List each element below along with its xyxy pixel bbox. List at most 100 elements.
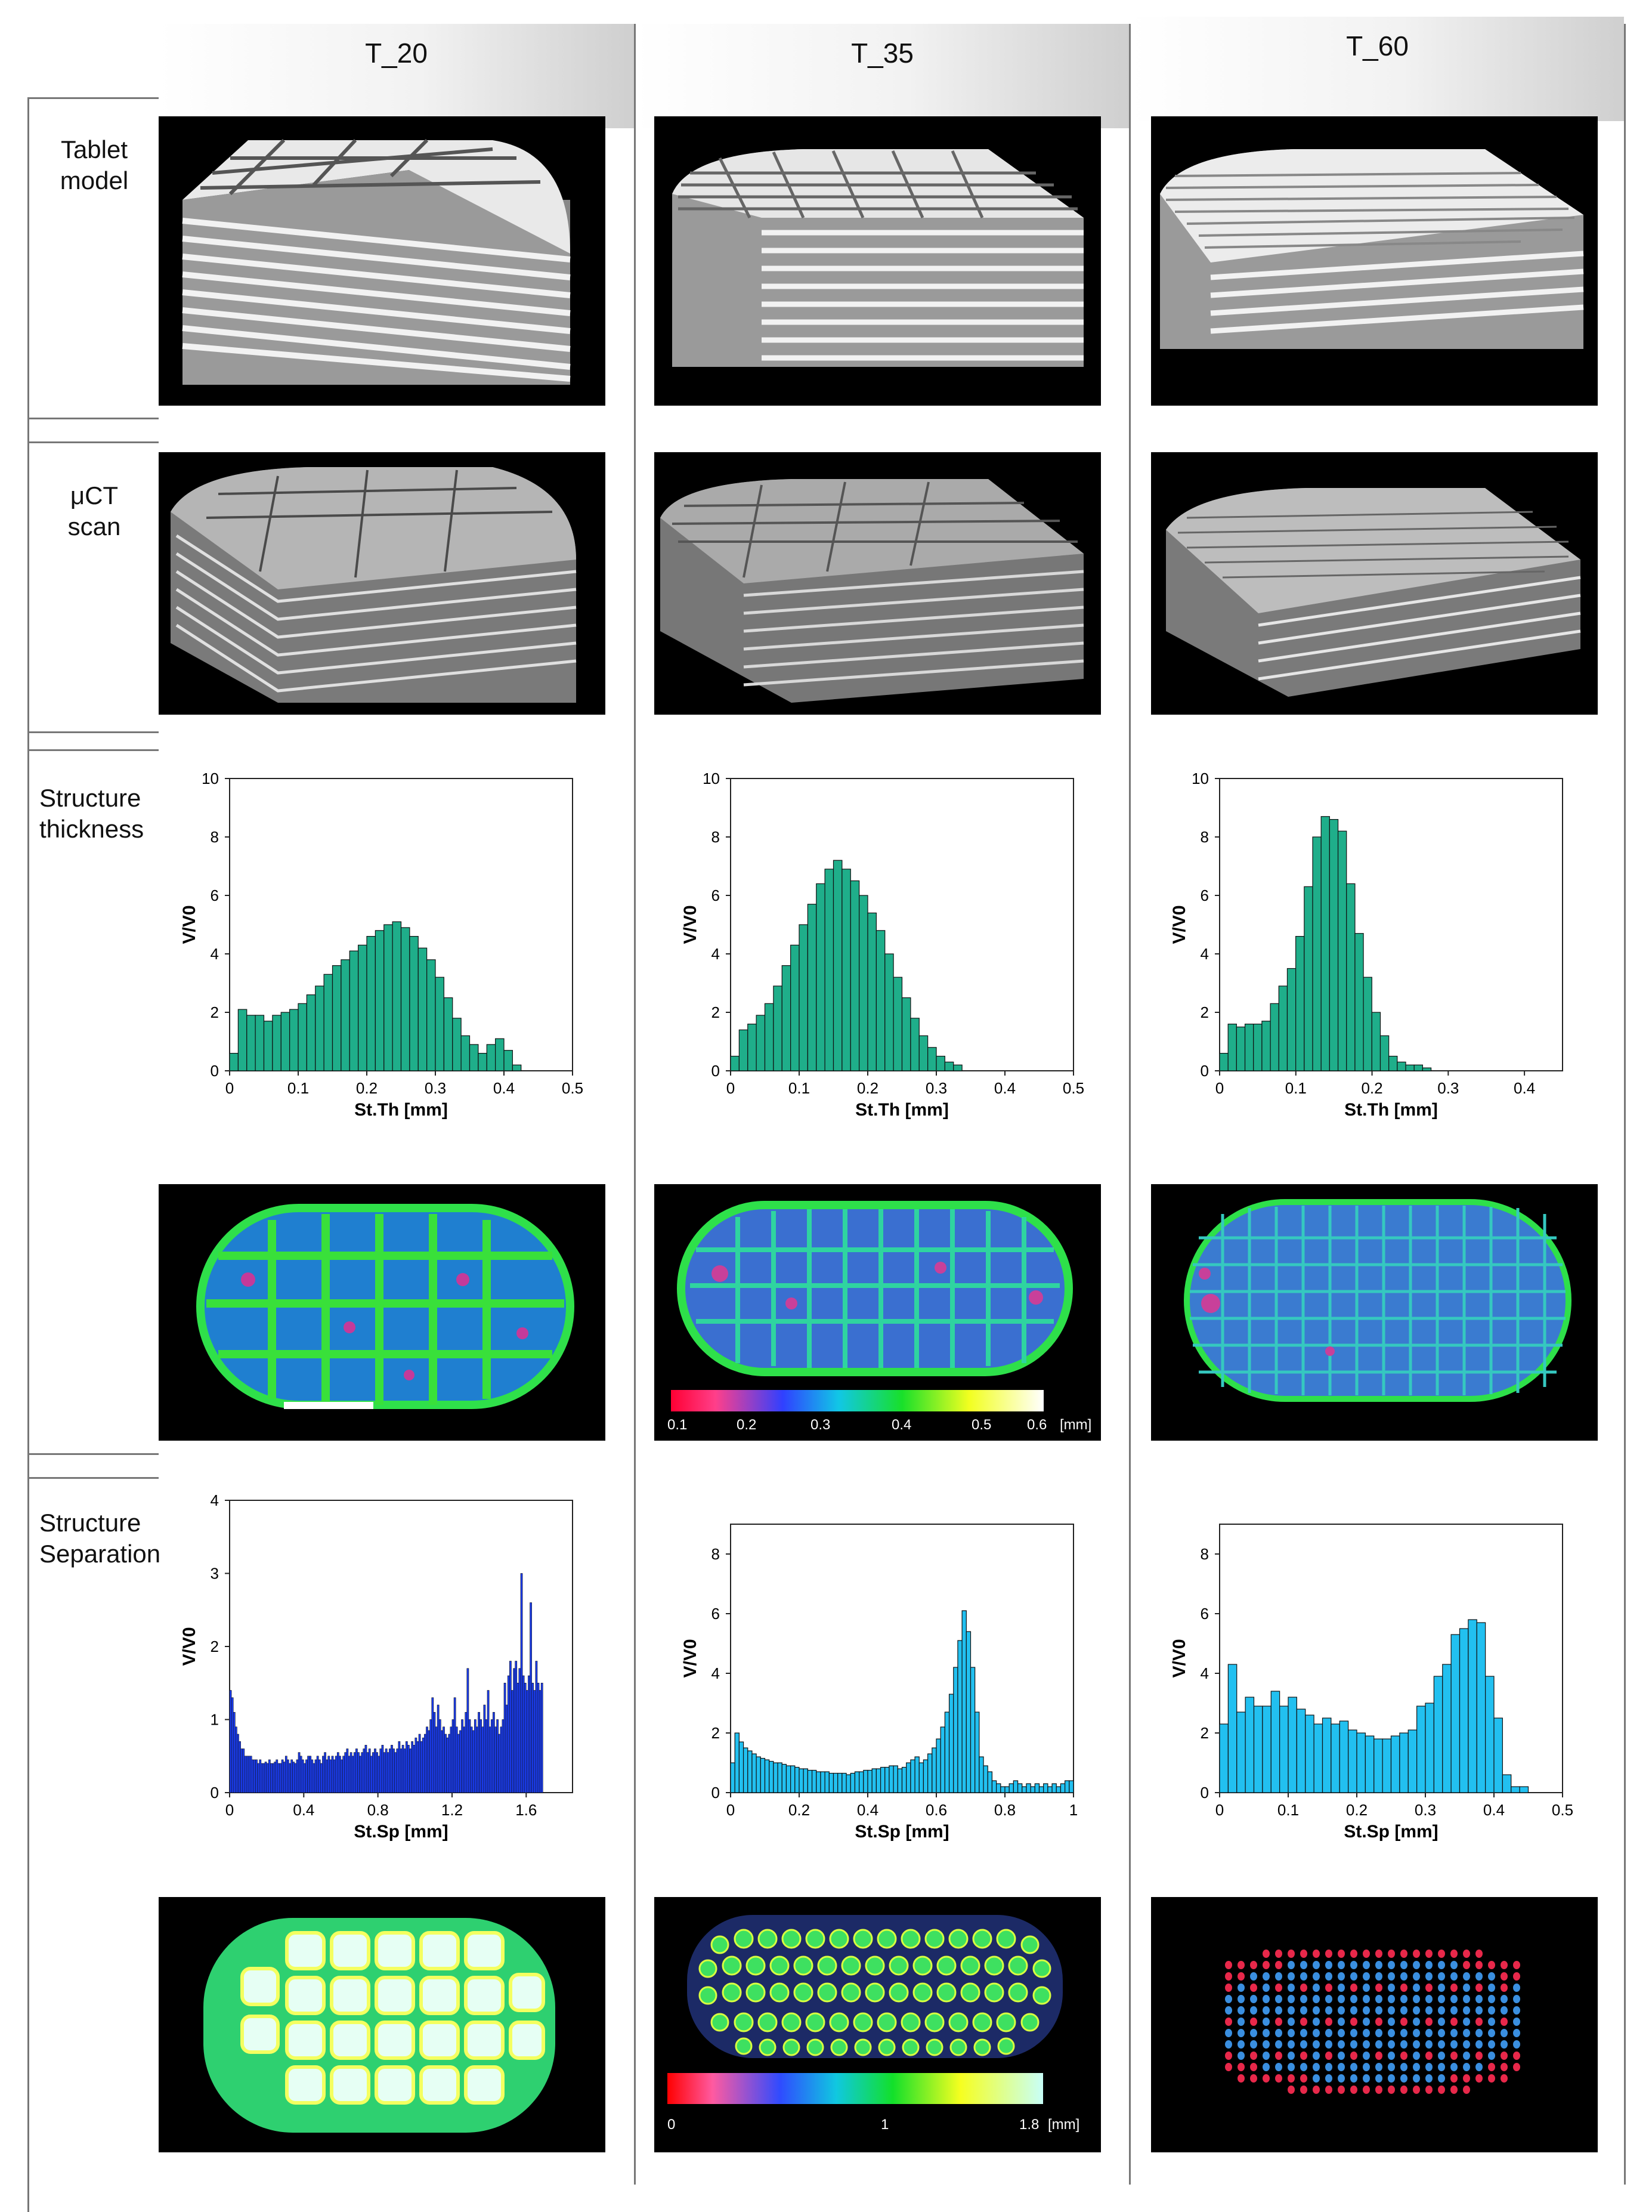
- histogram-bar: [863, 1769, 868, 1793]
- separation-dot: [1438, 2006, 1445, 2015]
- histogram-bar: [975, 1711, 980, 1793]
- separation-dot: [1288, 1995, 1295, 2003]
- separation-dot: [1388, 2029, 1395, 2037]
- histogram-bar: [1051, 1783, 1057, 1793]
- histogram-bar: [1433, 1676, 1443, 1793]
- histogram-bar: [979, 1756, 984, 1793]
- histogram-bar: [351, 1756, 354, 1793]
- separation-dot: [1475, 2006, 1483, 2015]
- y-tick-label: 6: [211, 886, 219, 904]
- histogram-bar: [1236, 1711, 1246, 1793]
- y-tick-label: 2: [211, 1638, 219, 1655]
- histogram-bar: [294, 1763, 297, 1793]
- histogram-bar: [239, 1741, 241, 1793]
- histogram-bar: [313, 1763, 315, 1793]
- histogram-bar: [1313, 1723, 1323, 1793]
- histogram-bar: [502, 1719, 505, 1793]
- separation-dot: [1513, 2006, 1520, 2015]
- y-axis-label: V/V0: [1170, 1639, 1189, 1677]
- separation-dot: [1363, 2052, 1370, 2060]
- histogram-bar: [520, 1573, 523, 1793]
- separation-dot: [1238, 2052, 1245, 2060]
- separation-dot: [1300, 1950, 1307, 1958]
- histogram-bar: [1245, 1697, 1255, 1793]
- separation-dot: [1413, 1961, 1420, 1969]
- histogram-bar: [1022, 1786, 1027, 1793]
- histogram-bar: [355, 1748, 358, 1793]
- separation-dot: [1400, 1950, 1407, 1958]
- ct-scan-t35: [654, 452, 1101, 715]
- separation-dot: [1438, 1950, 1445, 1958]
- histogram-bar: [1305, 1714, 1314, 1793]
- histogram-bar: [235, 1726, 237, 1793]
- histogram-bar: [498, 1734, 501, 1793]
- histogram-bar: [1013, 1780, 1019, 1793]
- separation-dot: [1438, 1984, 1445, 1992]
- row-label-scan: μCT scan: [67, 481, 121, 540]
- separation-dot: [1338, 2006, 1345, 2015]
- histogram-bar: [262, 1763, 265, 1793]
- histogram-bar: [437, 1704, 440, 1793]
- histogram-bar: [264, 1762, 267, 1793]
- histogram-bar: [1331, 1723, 1340, 1793]
- x-tick-label: 0: [726, 1079, 735, 1097]
- histogram-bar: [515, 1661, 518, 1793]
- separation-dot: [1313, 2063, 1320, 2071]
- separation-dot: [1463, 2074, 1470, 2083]
- histogram-bar: [1219, 1723, 1229, 1793]
- histogram-bar: [246, 1015, 256, 1071]
- x-tick-label: 1.6: [515, 1801, 537, 1819]
- histogram-bar: [379, 1748, 382, 1793]
- separation-dot: [1375, 1995, 1382, 2003]
- y-tick-label: 2: [711, 1003, 720, 1021]
- histogram-bar: [424, 1734, 426, 1793]
- histogram-bar: [1425, 1703, 1434, 1793]
- thickness-histogram-t60: 0 0.1 0.2 0.3 0.4 0 2 4 6 8 10 St.Th [mm] V/V0: [1163, 764, 1598, 1133]
- histogram-bar: [777, 1762, 782, 1793]
- y-tick-label: 6: [1201, 1605, 1209, 1623]
- histogram-bar: [396, 1748, 399, 1793]
- separation-dot: [1388, 2074, 1395, 2083]
- separation-dot: [1225, 1984, 1232, 1992]
- separation-dot: [1513, 1984, 1520, 1992]
- separation-dot: [1275, 1961, 1282, 1969]
- histogram-bar: [1030, 1786, 1035, 1793]
- separation-dot: [1501, 1972, 1508, 1981]
- histogram-bar: [1000, 1786, 1006, 1793]
- histogram-bar: [452, 1018, 462, 1071]
- separation-dot: [1363, 1972, 1370, 1981]
- separation-dot: [1350, 1950, 1357, 1958]
- separation-histogram-t60: 0 0.1 0.2 0.3 0.4 0.5 0 2 4 6 8 St.Sp [mm] V/V0: [1163, 1509, 1598, 1855]
- separation-dot: [1275, 1950, 1282, 1958]
- histogram-bar: [298, 1003, 307, 1071]
- separation-dot: [1513, 1995, 1520, 2003]
- histogram-bar: [910, 1759, 915, 1793]
- separation-dot: [1450, 2006, 1458, 2015]
- x-axis-label: St.Sp [mm]: [855, 1822, 949, 1842]
- separation-dot: [1488, 2029, 1495, 2037]
- thickness-map-t35: 0.1 0.2 0.3 0.4 0.5 0.6 [mm]: [654, 1184, 1101, 1441]
- x-axis-label: St.Th [mm]: [1344, 1100, 1438, 1120]
- histogram-bar: [1262, 1706, 1272, 1793]
- separation-dot: [1225, 2029, 1232, 2037]
- separation-dot: [1350, 2040, 1357, 2049]
- separation-dot: [1488, 1961, 1495, 1969]
- separation-dot: [1501, 2040, 1508, 2049]
- separation-dot: [1450, 1984, 1458, 1992]
- separation-dot: [1250, 2063, 1257, 2071]
- separation-dot: [1325, 2006, 1332, 2015]
- separation-dot: [1363, 2006, 1370, 2015]
- histogram-bar: [1397, 1061, 1406, 1071]
- thickness-map-t20: [159, 1184, 605, 1441]
- x-tick-label: 0: [225, 1079, 234, 1097]
- histogram-bar: [511, 1690, 513, 1793]
- separation-dot: [1501, 2052, 1508, 2060]
- histogram-bar: [463, 1726, 466, 1793]
- separation-dot: [1288, 1984, 1295, 1992]
- separation-dot: [1263, 2074, 1270, 2083]
- colorbar-unit: [mm]: [1060, 1417, 1092, 1433]
- separation-dot: [1425, 1972, 1433, 1981]
- colorbar-tick: 0.5: [972, 1417, 992, 1433]
- x-tick-label: 0.4: [857, 1801, 878, 1819]
- separation-dot: [1363, 2018, 1370, 2026]
